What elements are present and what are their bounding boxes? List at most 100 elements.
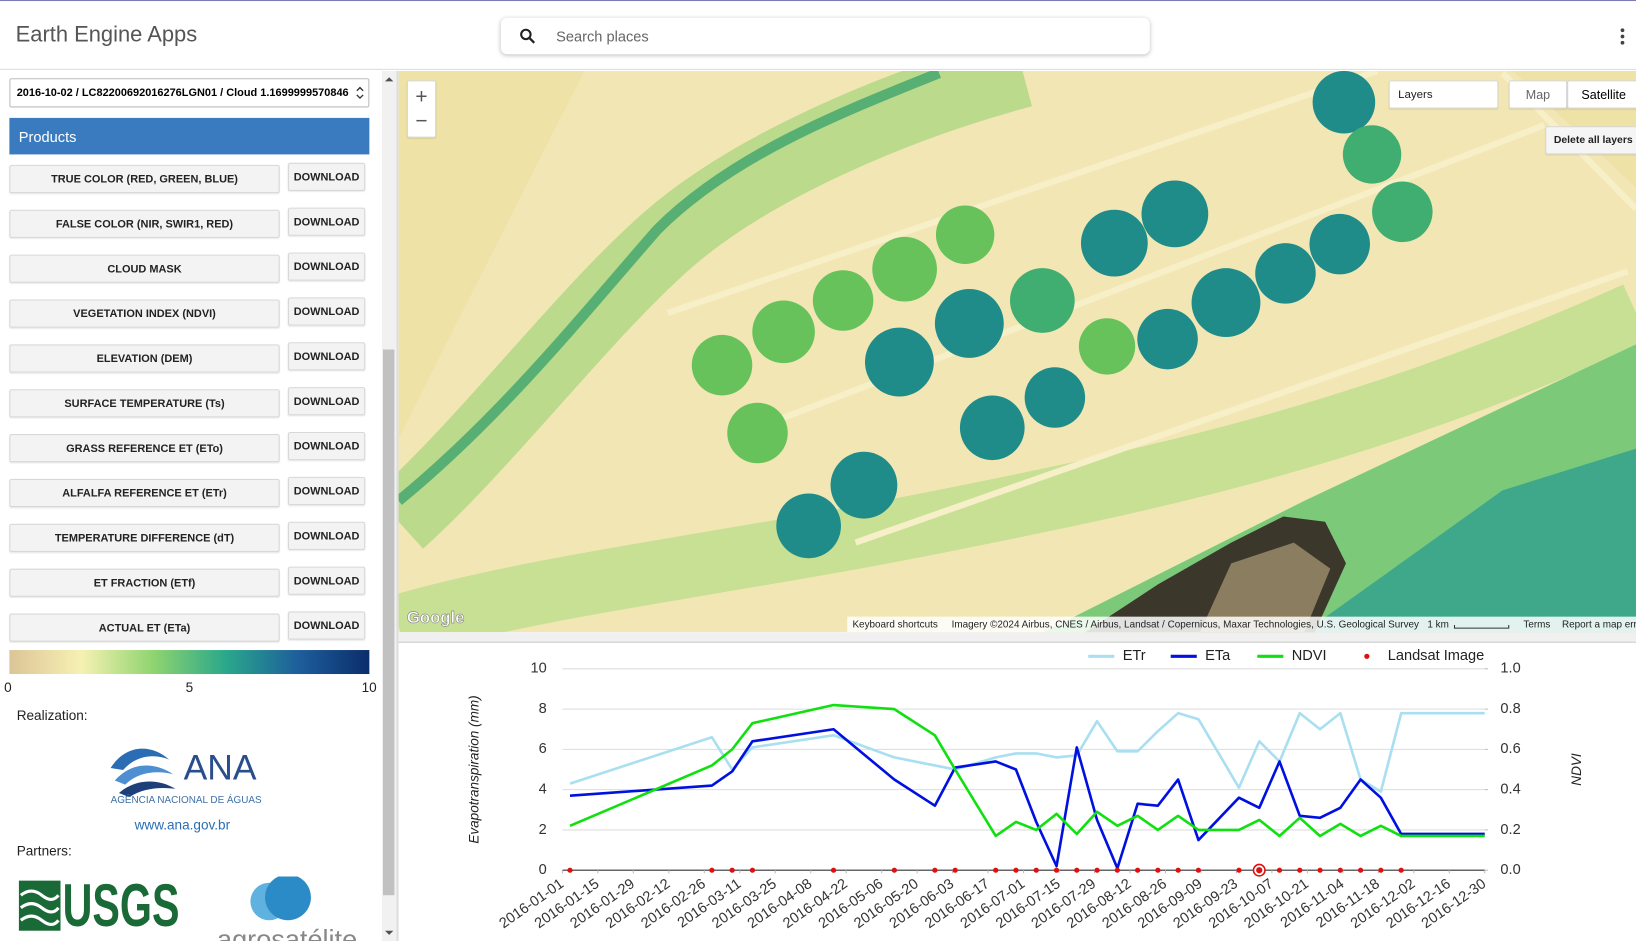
ana-name: ANA	[184, 747, 257, 787]
colorbar-tick-label: 5	[185, 679, 194, 695]
select-arrows	[356, 86, 364, 100]
y-tick-label: 2	[539, 822, 547, 838]
y2-tick-label: 0.8	[1500, 701, 1520, 717]
download-button[interactable]: DOWNLOAD	[287, 566, 366, 595]
product-button[interactable]: TEMPERATURE DIFFERENCE (dT)	[9, 523, 280, 552]
menu-icon[interactable]	[1618, 27, 1626, 48]
pivot-field	[1372, 181, 1433, 243]
landsat-point	[1297, 867, 1303, 873]
usgs-logo: USGS	[63, 876, 180, 938]
zoom-out[interactable]: −	[415, 109, 428, 132]
download-button[interactable]: DOWNLOAD	[287, 387, 366, 416]
pivot-field	[1024, 367, 1086, 428]
chart-panel: 0 2 4 6 8 10 0.0 0.2 0.4 0.6 0.8 1.0 2016-01-01 2016-…	[399, 642, 1636, 941]
legend-label: ETa	[1205, 648, 1231, 664]
imagery-credit: Imagery ©2024 Airbus, CNES / Airbus, Lan…	[952, 620, 1419, 631]
colorbar	[9, 650, 370, 675]
y-tick-label: 6	[539, 741, 547, 757]
image-select[interactable]: 2016-10-02 / LC82200692016276LGN01 / Clo…	[9, 78, 370, 108]
scale-bar	[1453, 624, 1510, 629]
zoom-in[interactable]: +	[415, 85, 428, 108]
products-header: Products	[9, 117, 370, 155]
product-button[interactable]: ACTUAL ET (ETa)	[9, 613, 280, 642]
map-canvas[interactable]	[398, 70, 1636, 633]
landsat-point	[1134, 867, 1141, 873]
pivot-field	[1010, 268, 1075, 333]
pivot-field	[830, 451, 898, 519]
download-button[interactable]: DOWNLOAD	[287, 431, 366, 461]
download-button[interactable]: DOWNLOAD	[287, 297, 366, 326]
landsat-point	[1114, 867, 1120, 873]
product-button[interactable]: GRASS REFERENCE ET (ETo)	[9, 434, 280, 463]
map-type-satellite[interactable]: Satellite	[1567, 80, 1636, 109]
attribution-bar	[847, 616, 1636, 633]
download-button[interactable]: DOWNLOAD	[287, 207, 366, 236]
landsat-point	[993, 867, 999, 873]
landsat-point	[1195, 867, 1202, 873]
green-band	[398, 284, 1636, 633]
download-button[interactable]: DOWNLOAD	[287, 162, 366, 191]
landsat-point	[709, 867, 715, 873]
pivot-field	[776, 493, 841, 559]
side-panel: 2016-10-02 / LC82200692016276LGN01 / Clo…	[0, 70, 397, 941]
download-button[interactable]: DOWNLOAD	[287, 476, 366, 506]
map-layer	[398, 70, 1636, 633]
delete-layers-button[interactable]: Delete all layers	[1545, 126, 1636, 155]
product-button[interactable]: FALSE COLOR (NIR, SWIR1, RED)	[9, 209, 280, 238]
river-band	[398, 70, 1032, 549]
layers-button[interactable]: Layers	[1388, 80, 1499, 109]
scroll-thumb[interactable]	[382, 349, 395, 896]
scroll-down[interactable]	[382, 927, 397, 940]
product-button[interactable]: SURFACE TEMPERATURE (Ts)	[9, 389, 280, 418]
map[interactable]: + − Layers Map Satellite Delete all laye…	[398, 70, 1636, 633]
legend-label: Landsat Image	[1388, 648, 1485, 664]
legend-label: ETr	[1123, 648, 1146, 664]
scroll-up[interactable]	[382, 73, 397, 86]
pivot-field	[727, 402, 788, 464]
landsat-point	[830, 867, 837, 873]
download-button[interactable]: DOWNLOAD	[287, 252, 366, 281]
product-button[interactable]: ELEVATION (DEM)	[9, 344, 280, 373]
landsat-point	[1236, 867, 1242, 873]
agro-logo: agrosatélite	[217, 923, 357, 941]
ana-logo: ANA AGÊNCIA NACIONAL DE ÁGUAS	[110, 747, 262, 806]
product-button[interactable]: ET FRACTION (ETf)	[9, 568, 280, 597]
y2-tick-label: 0.4	[1500, 782, 1520, 798]
keyboard-shortcuts[interactable]: Keyboard shortcuts	[852, 620, 937, 631]
report-link[interactable]: Report a map error	[1562, 620, 1636, 631]
product-button[interactable]: VEGETATION INDEX (NDVI)	[9, 299, 280, 328]
landsat-point	[1013, 867, 1019, 873]
pivot-field	[934, 289, 1004, 358]
landsat-point	[1357, 867, 1364, 873]
landsat-point	[729, 867, 735, 873]
pivot-field	[1342, 125, 1402, 184]
product-button[interactable]: CLOUD MASK	[9, 254, 280, 283]
wet-area	[1304, 448, 1636, 633]
pivot-field	[1309, 213, 1370, 275]
pivot-field	[812, 270, 874, 331]
series-line	[569, 711, 1485, 793]
landsat-point	[1175, 867, 1181, 873]
search-box[interactable]: Search places	[500, 17, 1150, 55]
download-button[interactable]: DOWNLOAD	[287, 342, 366, 371]
pivot-field	[864, 327, 934, 397]
header: Earth Engine Apps Search places	[0, 0, 1636, 70]
search-placeholder: Search places	[556, 28, 649, 45]
pivot-field	[1080, 209, 1148, 277]
terms-link[interactable]: Terms	[1523, 620, 1550, 631]
y-tick-label: 10	[531, 661, 547, 677]
splitter[interactable]	[398, 632, 1636, 643]
pivot-field	[1141, 180, 1209, 248]
download-button[interactable]: DOWNLOAD	[287, 521, 366, 550]
legend-label: NDVI	[1292, 648, 1327, 664]
ana-link[interactable]: www.ana.gov.br	[134, 816, 231, 833]
pivot-fields	[691, 70, 1433, 559]
y2-axis-label: NDVI	[1569, 753, 1584, 786]
landsat-point	[567, 867, 573, 873]
map-type-map[interactable]: Map	[1508, 80, 1568, 109]
download-button[interactable]: DOWNLOAD	[287, 611, 366, 640]
y-tick-label: 0	[539, 862, 547, 878]
product-button[interactable]: TRUE COLOR (RED, GREEN, BLUE)	[9, 164, 280, 194]
product-button[interactable]: ALFALFA REFERENCE ET (ETr)	[9, 478, 280, 508]
